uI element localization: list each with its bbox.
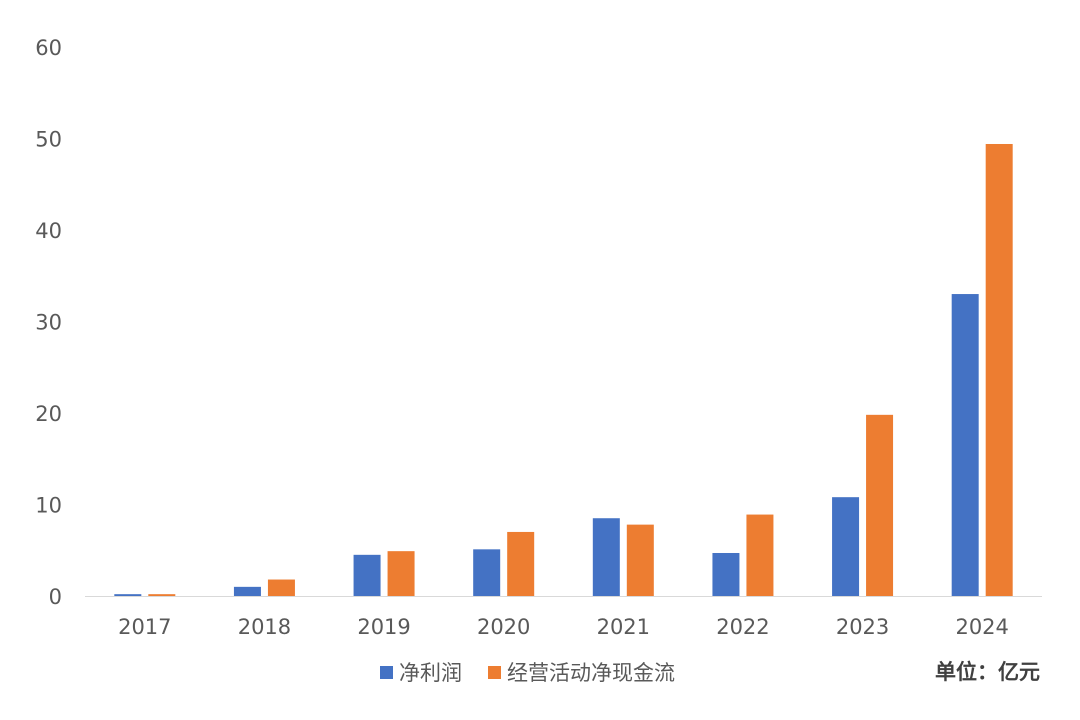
bar-net-profit-2018	[233, 586, 261, 596]
y-tick-label: 30	[35, 311, 62, 335]
bar-operating-cash-flow-2022	[746, 514, 774, 596]
legend-label-net-profit: 净利润	[399, 661, 462, 685]
bar-net-profit-2017	[114, 594, 142, 596]
bar-net-profit-2023	[832, 497, 860, 596]
bar-operating-cash-flow-2019	[387, 551, 415, 596]
bars-group	[114, 143, 1013, 597]
y-tick-label: 20	[35, 402, 62, 426]
y-tick-label: 50	[35, 128, 62, 152]
bar-net-profit-2019	[353, 554, 381, 596]
bar-net-profit-2022	[712, 552, 740, 596]
bar-operating-cash-flow-2018	[267, 579, 295, 596]
y-tick-label: 10	[35, 494, 62, 518]
x-tick-label: 2017	[118, 615, 171, 639]
legend-label-operating-cash-flow: 经营活动净现金流	[507, 661, 675, 685]
y-tick-label: 60	[35, 36, 62, 60]
legend-item-operating-cash-flow: 经营活动净现金流	[488, 657, 675, 687]
bar-net-profit-2021	[592, 518, 620, 596]
x-tick-label: 2022	[716, 615, 769, 639]
x-tick-label: 2023	[836, 615, 889, 639]
x-tick-label: 2018	[238, 615, 291, 639]
legend-swatch-operating-cash-flow	[488, 665, 501, 679]
x-axis: 2017 2018 2019 2020 2021 2022 2023 2024	[118, 615, 1009, 639]
y-tick-label: 0	[49, 585, 62, 609]
bar-net-profit-2024	[951, 294, 979, 596]
x-tick-label: 2019	[357, 615, 410, 639]
legend-swatch-net-profit	[380, 665, 393, 679]
y-axis: 0 10 20 30 40 50 60	[35, 36, 62, 609]
bar-operating-cash-flow-2021	[626, 524, 654, 596]
x-tick-label: 2021	[597, 615, 650, 639]
x-tick-label: 2024	[955, 615, 1008, 639]
bar-operating-cash-flow-2017	[148, 594, 176, 596]
x-tick-label: 2020	[477, 615, 530, 639]
bar-operating-cash-flow-2023	[866, 414, 894, 596]
legend-item-net-profit: 净利润	[380, 657, 462, 687]
bar-operating-cash-flow-2024	[985, 143, 1013, 597]
bar-net-profit-2020	[473, 549, 501, 596]
y-tick-label: 40	[35, 219, 62, 243]
bar-operating-cash-flow-2020	[507, 531, 535, 596]
unit-label: 单位：亿元	[935, 660, 1040, 684]
legend: 净利润 经营活动净现金流	[380, 656, 701, 688]
